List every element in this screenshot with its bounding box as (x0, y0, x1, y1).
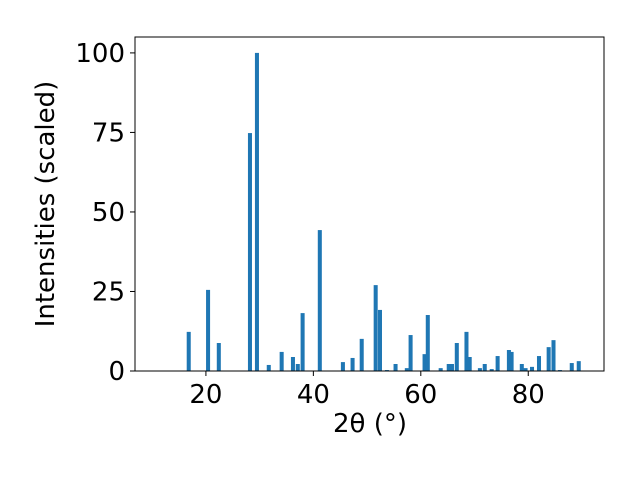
bar (254, 52, 259, 372)
bar (216, 343, 221, 371)
y-tick-label: 0 (108, 357, 125, 387)
bar (523, 368, 528, 371)
x-axis-label: 2θ (°) (333, 409, 407, 439)
bar (206, 289, 211, 371)
bar (393, 364, 398, 371)
bar (446, 364, 451, 371)
bar (377, 309, 382, 371)
bar (404, 368, 409, 371)
bar (422, 354, 427, 371)
y-axis-label: Intensities (scaled) (31, 81, 61, 328)
bar (425, 315, 430, 371)
bar (295, 364, 300, 371)
bar (247, 133, 252, 371)
bar (373, 285, 378, 371)
bar (359, 338, 364, 371)
bar (266, 364, 271, 371)
y-tick-label: 100 (75, 39, 125, 69)
y-tick-label: 75 (92, 118, 125, 148)
bar (464, 331, 469, 371)
bar (467, 357, 472, 371)
bar (576, 361, 581, 371)
plot-frame (134, 36, 605, 372)
bar (350, 357, 355, 371)
bar (482, 364, 487, 371)
bar (506, 350, 511, 371)
y-tick-label: 25 (92, 277, 125, 307)
bar (438, 368, 443, 371)
bar (340, 362, 345, 371)
bar (551, 340, 556, 371)
bar (300, 313, 305, 371)
bar (449, 364, 454, 371)
bar (519, 364, 524, 371)
x-tick-label: 60 (404, 380, 437, 410)
x-tick-label: 40 (297, 380, 330, 410)
bar (279, 351, 284, 371)
bar (569, 363, 574, 371)
bar (290, 357, 295, 371)
bar (509, 351, 514, 371)
bar (408, 335, 413, 371)
bar (454, 343, 459, 371)
bar (317, 230, 322, 371)
bar (495, 356, 500, 371)
bar (477, 368, 482, 371)
bar (489, 369, 494, 371)
bar (536, 356, 542, 371)
bar (546, 347, 551, 371)
bar (529, 366, 535, 371)
y-tick-label: 50 (92, 198, 125, 228)
bar (186, 331, 191, 371)
x-tick-label: 80 (512, 380, 545, 410)
x-tick-label: 20 (189, 380, 222, 410)
